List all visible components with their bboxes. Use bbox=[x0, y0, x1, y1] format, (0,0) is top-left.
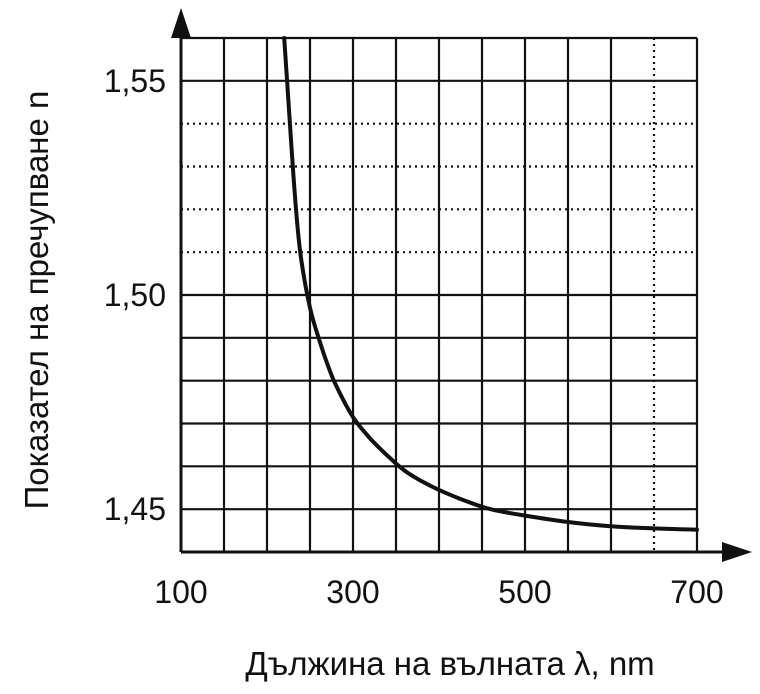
y-axis-label: Показател на пречупване n bbox=[18, 91, 55, 510]
y-tick-label: 1,45 bbox=[104, 491, 166, 527]
y-axis-arrow bbox=[171, 8, 191, 38]
y-tick-label: 1,50 bbox=[104, 277, 166, 313]
series-line bbox=[282, 36, 699, 532]
x-axis-arrow bbox=[722, 542, 752, 562]
x-tick-label: 300 bbox=[326, 574, 379, 610]
grid bbox=[181, 36, 699, 552]
series bbox=[282, 36, 699, 532]
tick-labels: 100 300 500 700 1,45 1,50 1,55 bbox=[104, 63, 724, 610]
y-tick-label: 1,55 bbox=[104, 63, 166, 99]
x-tick-label: 500 bbox=[498, 574, 551, 610]
x-tick-label: 100 bbox=[154, 574, 207, 610]
x-axis-label: Дължина на вълната λ, nm bbox=[245, 645, 654, 682]
x-tick-label: 700 bbox=[670, 574, 723, 610]
axes bbox=[171, 8, 752, 562]
